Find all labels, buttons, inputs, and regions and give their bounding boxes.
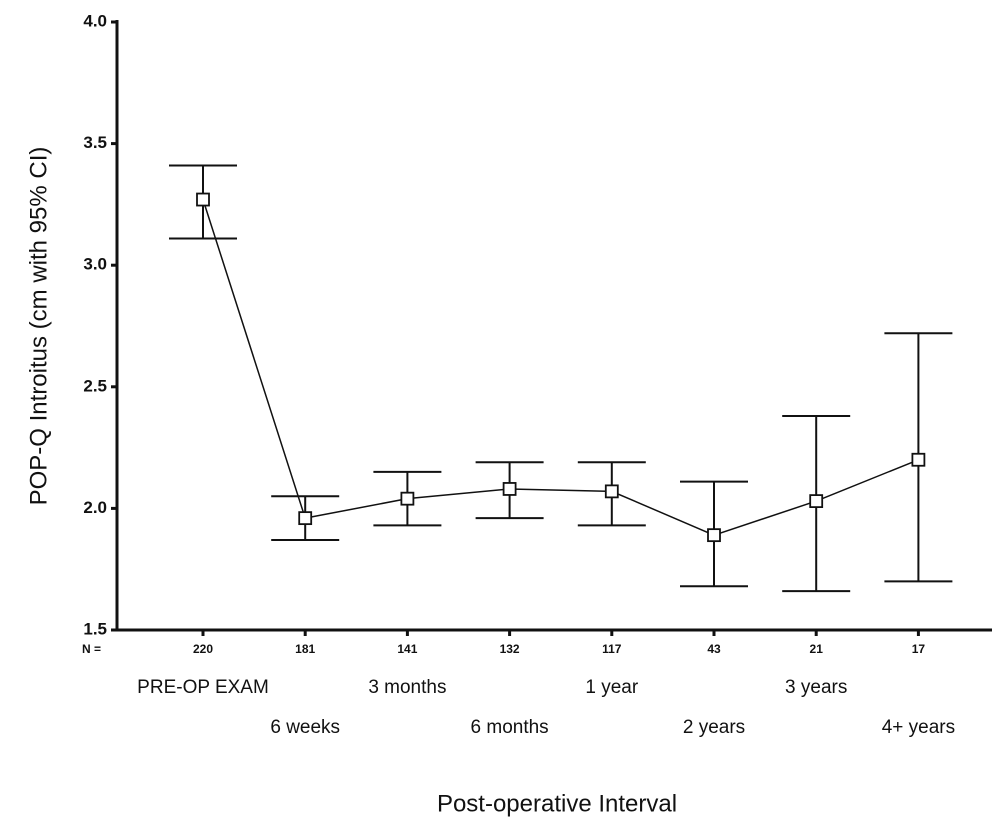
x-tick-label: 4+ years: [882, 717, 955, 738]
n-value: 220: [193, 642, 213, 656]
y-tick-label: 3.5: [83, 133, 107, 152]
line: [202, 199, 919, 536]
x-tick-label: 3 years: [785, 677, 847, 698]
x-tick-label: 1 year: [585, 677, 638, 698]
x-tick-label: PRE-OP EXAM: [137, 677, 269, 698]
n-label: N =: [82, 642, 101, 656]
point: [707, 528, 721, 543]
n-value: 117: [602, 642, 622, 656]
y-axis-label: POP-Q Introitus (cm with 95% CI): [25, 147, 52, 506]
y-tick-label: 3.0: [83, 255, 107, 274]
point: [604, 484, 619, 499]
point: [502, 482, 517, 496]
x-axis-label: Post-operative Interval: [437, 790, 677, 817]
y-tick-label: 2.5: [83, 376, 107, 395]
y-tick-label: 2.0: [83, 498, 107, 517]
n-value: 132: [500, 642, 520, 656]
n-value: 43: [707, 642, 721, 656]
x-tick-label: 6 months: [471, 717, 549, 738]
n-value: 17: [912, 642, 926, 656]
x-tick-label: 2 years: [683, 717, 745, 738]
y-tick-label: 1.5: [83, 619, 107, 638]
point: [298, 511, 313, 526]
point: [809, 494, 824, 509]
n-value: 21: [810, 642, 824, 656]
y-tick-label: 4.0: [83, 11, 107, 30]
point: [196, 192, 210, 207]
n-value: 181: [295, 642, 315, 656]
x-tick-label: 3 months: [368, 677, 446, 698]
x-tick-label: 6 weeks: [270, 717, 340, 738]
n-value: 141: [397, 642, 417, 656]
point: [400, 491, 415, 506]
point: [911, 452, 926, 467]
